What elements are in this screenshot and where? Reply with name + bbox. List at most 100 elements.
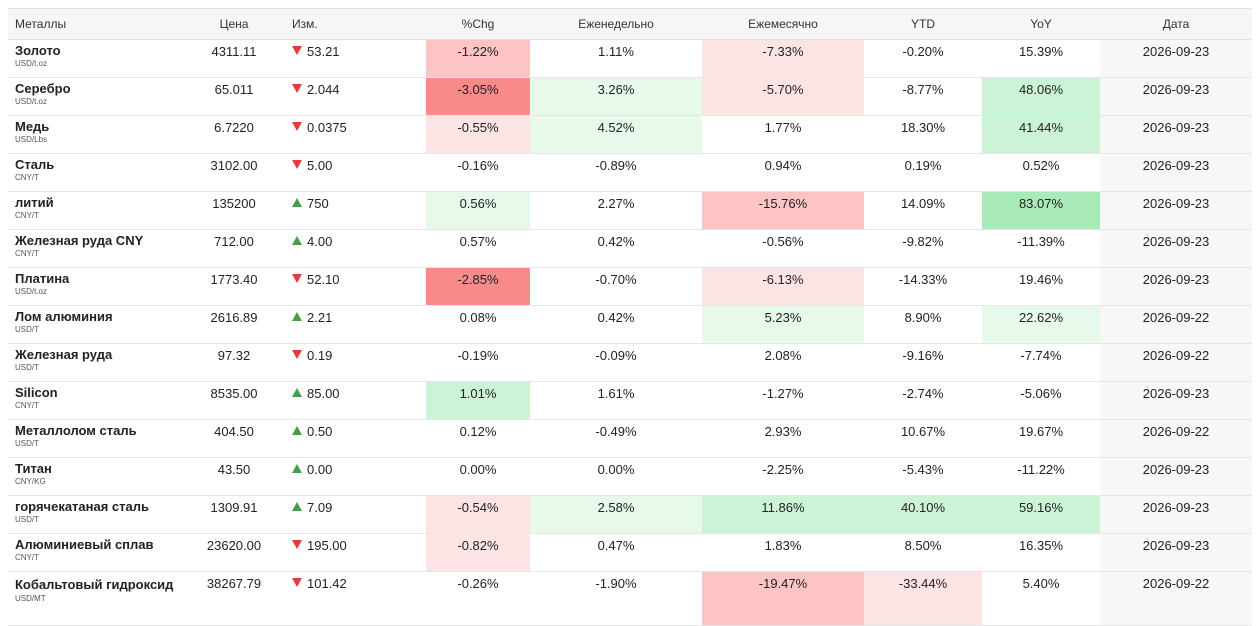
metal-name[interactable]: Железная руда CNY bbox=[15, 233, 144, 248]
metal-name-cell[interactable]: Лом алюминия USD/T bbox=[8, 305, 182, 344]
header-yoy[interactable]: YoY bbox=[982, 8, 1100, 40]
table-row[interactable]: Сталь CNY/T 3102.00 5.00 -0.16% -0.89% 0.94% 0.… bbox=[8, 153, 1252, 192]
metal-name-cell[interactable]: литий CNY/T bbox=[8, 191, 182, 230]
weekly-cell: 3.26% bbox=[530, 77, 702, 116]
yoy-cell: 19.46% bbox=[982, 267, 1100, 306]
metal-name-cell[interactable]: Silicon CNY/T bbox=[8, 381, 182, 420]
ytd-cell: 8.50% bbox=[864, 533, 982, 572]
metal-name-cell[interactable]: Железная руда CNY CNY/T bbox=[8, 229, 182, 268]
metal-name-cell[interactable]: Алюминиевый сплав CNY/T bbox=[8, 533, 182, 572]
pct-change-cell: -2.85% bbox=[426, 267, 530, 306]
change-value: 7.09 bbox=[307, 500, 333, 515]
metal-name-cell[interactable]: Железная руда USD/T bbox=[8, 343, 182, 382]
header-metals[interactable]: Металлы bbox=[8, 8, 182, 40]
metal-unit: CNY/T bbox=[15, 553, 39, 562]
metal-name[interactable]: Платина bbox=[15, 271, 70, 286]
table-row[interactable]: Золото USD/t.oz 4311.11 53.21 -1.22% 1.11% -7.… bbox=[8, 39, 1252, 78]
metal-name[interactable]: Алюминиевый сплав bbox=[15, 537, 154, 552]
header-price[interactable]: Цена bbox=[182, 8, 286, 40]
date-cell: 2026-09-23 bbox=[1100, 153, 1252, 192]
change-value: 0.19 bbox=[307, 348, 333, 363]
weekly-cell: 2.27% bbox=[530, 191, 702, 230]
monthly-cell: -15.76% bbox=[702, 191, 864, 230]
monthly-cell: 0.94% bbox=[702, 153, 864, 192]
metal-name[interactable]: Титан bbox=[15, 461, 52, 476]
metal-name-cell[interactable]: Медь USD/Lbs bbox=[8, 115, 182, 154]
metal-name[interactable]: литий bbox=[15, 195, 54, 210]
ytd-cell: -14.33% bbox=[864, 267, 982, 306]
weekly-cell: 4.52% bbox=[530, 115, 702, 154]
arrow-down-icon bbox=[292, 160, 302, 169]
metal-name[interactable]: Лом алюминия bbox=[15, 309, 113, 324]
change-value: 195.00 bbox=[307, 538, 347, 553]
table-row[interactable]: литий CNY/T 135200 750 0.56% 2.27% -15.76% 14.0… bbox=[8, 191, 1252, 230]
metal-name[interactable]: горячекатаная сталь bbox=[15, 499, 150, 514]
table-row[interactable]: горячекатаная сталь USD/T 1309.91 7.09 -0.54… bbox=[8, 495, 1252, 534]
header-change[interactable]: Изм. bbox=[286, 8, 426, 40]
header-pct-change[interactable]: %Chg bbox=[426, 8, 530, 40]
metal-name-cell[interactable]: Кобальтовый гидроксид USD/MT bbox=[8, 571, 182, 626]
table-row[interactable]: Титан CNY/KG 43.50 0.00 0.00% 0.00% -2.25% -5.4… bbox=[8, 457, 1252, 496]
table-row[interactable]: Платина USD/t.oz 1773.40 52.10 -2.85% -0.70% -… bbox=[8, 267, 1252, 306]
ytd-cell: -9.16% bbox=[864, 343, 982, 382]
price-cell: 97.32 bbox=[182, 343, 286, 382]
table-row[interactable]: Алюминиевый сплав CNY/T 23620.00 195.00 -0.8… bbox=[8, 533, 1252, 572]
metal-name[interactable]: Металлолом сталь bbox=[15, 423, 137, 438]
yoy-cell: 15.39% bbox=[982, 39, 1100, 78]
table-row[interactable]: Silicon CNY/T 8535.00 85.00 1.01% 1.61% -1.27%… bbox=[8, 381, 1252, 420]
price-cell: 2616.89 bbox=[182, 305, 286, 344]
metal-name[interactable]: Silicon bbox=[15, 385, 58, 400]
metal-name[interactable]: Сталь bbox=[15, 157, 55, 172]
ytd-cell: 18.30% bbox=[864, 115, 982, 154]
yoy-cell: -5.06% bbox=[982, 381, 1100, 420]
price-cell: 38267.79 bbox=[182, 571, 286, 626]
metal-unit: CNY/KG bbox=[15, 477, 46, 486]
weekly-cell: -0.49% bbox=[530, 419, 702, 458]
pct-change-cell: -0.16% bbox=[426, 153, 530, 192]
metal-name-cell[interactable]: Металлолом сталь USD/T bbox=[8, 419, 182, 458]
table-row[interactable]: Железная руда USD/T 97.32 0.19 -0.19% -0.09% 2… bbox=[8, 343, 1252, 382]
header-date[interactable]: Дата bbox=[1100, 8, 1252, 40]
weekly-cell: 0.47% bbox=[530, 533, 702, 572]
table-row[interactable]: Лом алюминия USD/T 2616.89 2.21 0.08% 0.42% 5.… bbox=[8, 305, 1252, 344]
arrow-up-icon bbox=[292, 464, 302, 473]
table-row[interactable]: Металлолом сталь USD/T 404.50 0.50 0.12% -0.4… bbox=[8, 419, 1252, 458]
price-cell: 4311.11 bbox=[182, 39, 286, 78]
arrow-up-icon bbox=[292, 388, 302, 397]
price-cell: 1773.40 bbox=[182, 267, 286, 306]
header-weekly[interactable]: Еженедельно bbox=[530, 8, 702, 40]
weekly-cell: 0.42% bbox=[530, 305, 702, 344]
arrow-down-icon bbox=[292, 350, 302, 359]
yoy-cell: 48.06% bbox=[982, 77, 1100, 116]
metal-name-cell[interactable]: горячекатаная сталь USD/T bbox=[8, 495, 182, 534]
change-cell: 101.42 bbox=[286, 571, 426, 626]
metal-name[interactable]: Кобальтовый гидроксид bbox=[15, 577, 174, 592]
date-cell: 2026-09-22 bbox=[1100, 571, 1252, 626]
arrow-up-icon bbox=[292, 312, 302, 321]
ytd-cell: 10.67% bbox=[864, 419, 982, 458]
metal-name-cell[interactable]: Золото USD/t.oz bbox=[8, 39, 182, 78]
monthly-cell: -6.13% bbox=[702, 267, 864, 306]
metal-name-cell[interactable]: Платина USD/t.oz bbox=[8, 267, 182, 306]
metal-name[interactable]: Серебро bbox=[15, 81, 71, 96]
table-row[interactable]: Железная руда CNY CNY/T 712.00 4.00 0.57% 0.4… bbox=[8, 229, 1252, 268]
date-cell: 2026-09-23 bbox=[1100, 115, 1252, 154]
table-row[interactable]: Медь USD/Lbs 6.7220 0.0375 -0.55% 4.52% 1.77% 1… bbox=[8, 115, 1252, 154]
metal-name-cell[interactable]: Серебро USD/t.oz bbox=[8, 77, 182, 116]
metal-name[interactable]: Железная руда bbox=[15, 347, 113, 362]
header-monthly[interactable]: Ежемесячно bbox=[702, 8, 864, 40]
table-row[interactable]: Кобальтовый гидроксид USD/MT 38267.79 101.4… bbox=[8, 571, 1252, 626]
change-value: 53.21 bbox=[307, 44, 340, 59]
weekly-cell: -1.90% bbox=[530, 571, 702, 626]
change-cell: 0.00 bbox=[286, 457, 426, 496]
table-row[interactable]: Серебро USD/t.oz 65.011 2.044 -3.05% 3.26% -5.… bbox=[8, 77, 1252, 116]
metal-name-cell[interactable]: Титан CNY/KG bbox=[8, 457, 182, 496]
metal-name[interactable]: Золото bbox=[15, 43, 61, 58]
ytd-cell: -0.20% bbox=[864, 39, 982, 78]
metal-name[interactable]: Медь bbox=[15, 119, 50, 134]
pct-change-cell: 0.57% bbox=[426, 229, 530, 268]
header-ytd[interactable]: YTD bbox=[864, 8, 982, 40]
change-cell: 53.21 bbox=[286, 39, 426, 78]
pct-change-cell: 0.00% bbox=[426, 457, 530, 496]
metal-name-cell[interactable]: Сталь CNY/T bbox=[8, 153, 182, 192]
